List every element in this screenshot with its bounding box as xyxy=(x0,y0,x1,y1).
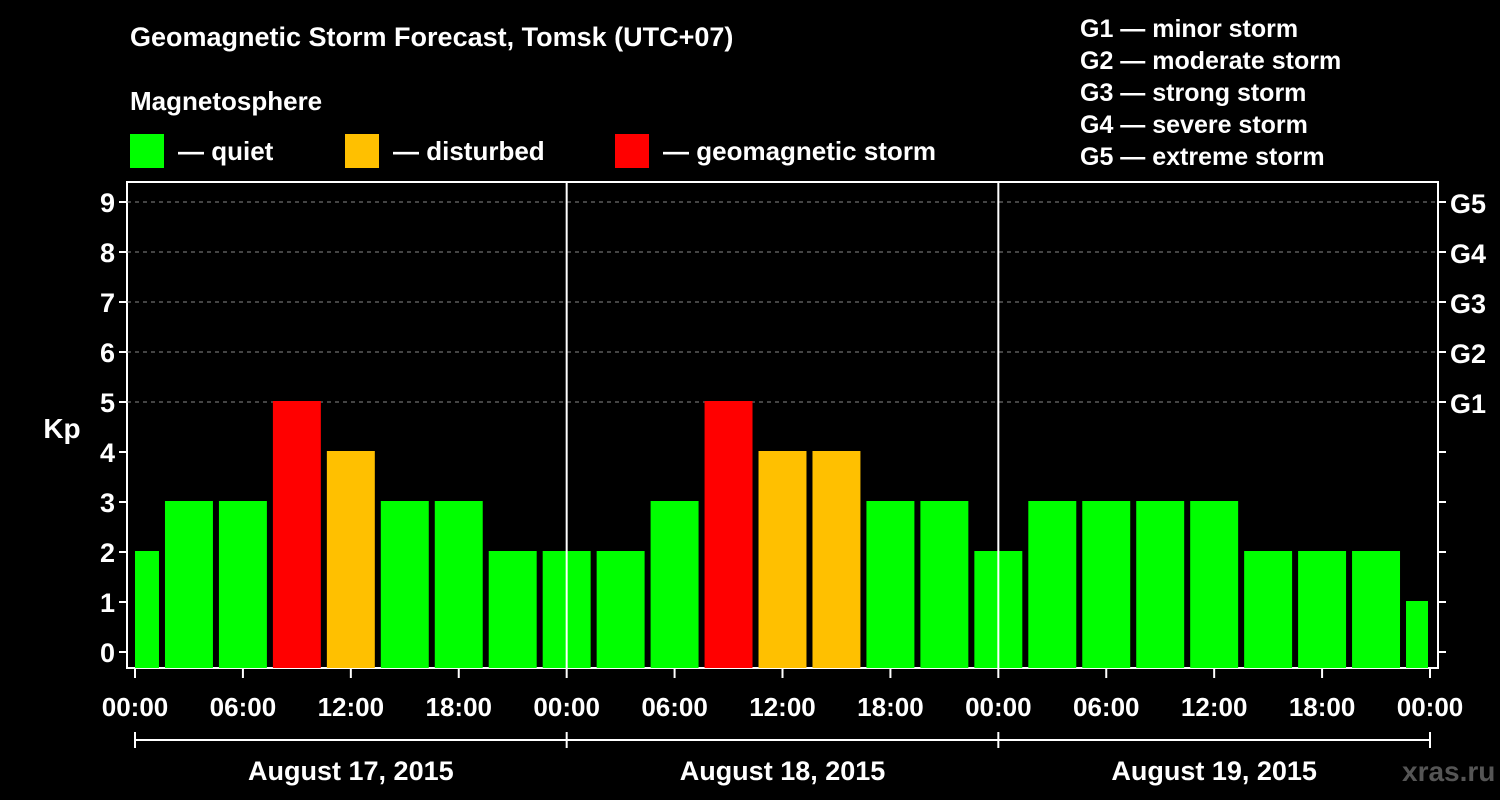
legend-storm-label: — geomagnetic storm xyxy=(663,135,937,166)
storm-level-g5: G5 — extreme storm xyxy=(1080,143,1325,171)
x-tick-label: 18:00 xyxy=(1289,692,1356,722)
kp-bar xyxy=(488,551,537,668)
y-tick-label: 3 xyxy=(100,488,115,518)
day-label: August 17, 2015 xyxy=(248,756,454,786)
y-tick-label: 7 xyxy=(100,288,115,318)
x-tick-label: 12:00 xyxy=(749,692,816,722)
kp-bar xyxy=(596,551,645,668)
legend-disturbed: — disturbed xyxy=(345,134,545,168)
storm-level-g2: G2 — moderate storm xyxy=(1080,47,1342,75)
storm-level-g4: G4 — severe storm xyxy=(1080,111,1308,139)
kp-bar xyxy=(650,501,699,668)
kp-bar xyxy=(1244,551,1293,668)
x-tick-label: 18:00 xyxy=(857,692,924,722)
magnetosphere-label: Magnetosphere xyxy=(130,86,323,116)
y-tick-label: 8 xyxy=(100,238,115,268)
g-level-label: G4 xyxy=(1450,239,1486,269)
chart-title: Geomagnetic Storm Forecast, Tomsk (UTC+0… xyxy=(130,22,734,52)
kp-bar xyxy=(704,401,753,668)
kp-bar xyxy=(866,501,915,668)
y-tick-label: 5 xyxy=(100,388,115,418)
kp-bar xyxy=(380,501,429,668)
x-tick-label: 06:00 xyxy=(210,692,277,722)
storm-level-list: G1 — minor storm G2 — moderate storm G3 … xyxy=(1080,13,1341,173)
x-tick-label: 12:00 xyxy=(318,692,385,722)
legend-quiet-label: — quiet xyxy=(178,135,274,166)
x-tick-label: 06:00 xyxy=(1073,692,1140,722)
kp-bar xyxy=(1352,551,1401,668)
legend-quiet-swatch xyxy=(130,134,164,168)
legend-disturbed-swatch xyxy=(345,134,379,168)
x-tick-label: 00:00 xyxy=(1397,692,1464,722)
y-tick-label: 0 xyxy=(100,638,115,668)
kp-bar xyxy=(1028,501,1077,668)
kp-bar xyxy=(758,451,807,668)
x-tick-label: 00:00 xyxy=(533,692,600,722)
x-tick-label: 00:00 xyxy=(965,692,1032,722)
kp-bar xyxy=(1136,501,1185,668)
kp-bar xyxy=(1298,551,1347,668)
kp-bar xyxy=(1082,501,1131,668)
kp-bar xyxy=(164,501,213,668)
storm-level-g1: G1 — minor storm xyxy=(1080,15,1299,43)
y-axis-label: Kp xyxy=(43,413,80,444)
storm-level-g3: G3 — strong storm xyxy=(1080,79,1307,107)
y-tick-label: 2 xyxy=(100,538,115,568)
kp-bar xyxy=(326,451,375,668)
kp-bar xyxy=(1190,501,1239,668)
legend-storm: — geomagnetic storm xyxy=(615,134,936,168)
kp-bar xyxy=(218,501,267,668)
kp-bar xyxy=(812,451,861,668)
g-level-label: G1 xyxy=(1450,389,1486,419)
x-tick-label: 18:00 xyxy=(426,692,493,722)
legend-quiet: — quiet xyxy=(130,134,273,168)
x-tick-label: 06:00 xyxy=(641,692,708,722)
watermark: xras.ru xyxy=(1402,756,1496,787)
x-tick-label: 00:00 xyxy=(102,692,169,722)
legend-disturbed-label: — disturbed xyxy=(393,135,545,166)
x-tick-label: 12:00 xyxy=(1181,692,1248,722)
day-label: August 19, 2015 xyxy=(1111,756,1317,786)
y-tick-label: 6 xyxy=(100,338,115,368)
legend-storm-swatch xyxy=(615,134,649,168)
kp-bar xyxy=(272,401,321,668)
kp-bar xyxy=(1406,601,1428,668)
day-label: August 18, 2015 xyxy=(680,756,886,786)
y-tick-label: 4 xyxy=(100,438,115,468)
g-level-label: G2 xyxy=(1450,339,1486,369)
kp-bar xyxy=(434,501,483,668)
kp-bar xyxy=(920,501,969,668)
y-tick-label: 9 xyxy=(100,188,115,218)
y-tick-label: 1 xyxy=(100,588,115,618)
g-level-label: G3 xyxy=(1450,289,1486,319)
g-level-label: G5 xyxy=(1450,189,1486,219)
kp-bar xyxy=(135,551,159,668)
